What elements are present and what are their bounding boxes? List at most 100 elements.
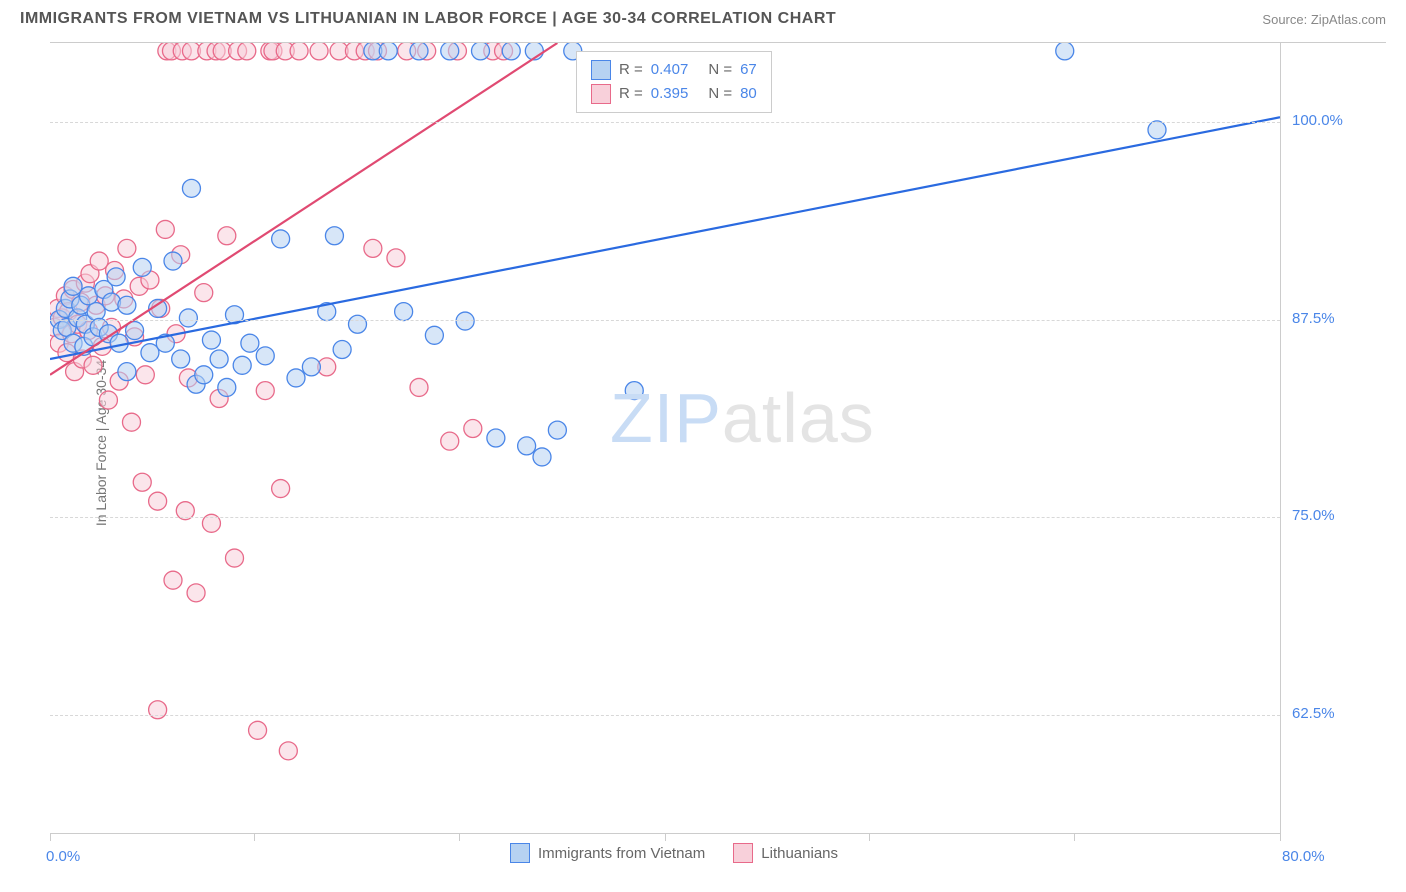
chart-area: In Labor Force | Age 30-34 ZIPatlas R =0…	[50, 42, 1386, 843]
x-tick	[1074, 833, 1075, 841]
scatter-point-lithuanian	[164, 571, 182, 589]
scatter-point-lithuanian	[238, 43, 256, 60]
scatter-point-lithuanian	[410, 378, 428, 396]
x-tick	[50, 833, 51, 841]
bottom-legend: Immigrants from Vietnam Lithuanians	[510, 843, 838, 863]
scatter-point-lithuanian	[279, 742, 297, 760]
scatter-point-vietnam	[410, 43, 428, 60]
legend-swatch	[510, 843, 530, 863]
x-tick	[665, 833, 666, 841]
scatter-point-vietnam	[625, 382, 643, 400]
scatter-point-vietnam	[210, 350, 228, 368]
x-axis-right-label: 80.0%	[1282, 848, 1325, 865]
scatter-point-vietnam	[533, 448, 551, 466]
n-label: N =	[708, 58, 732, 82]
x-tick	[1280, 833, 1281, 841]
legend-label: Lithuanians	[761, 845, 838, 862]
scatter-point-vietnam	[487, 429, 505, 447]
scatter-point-lithuanian	[187, 584, 205, 602]
y-tick-label: 100.0%	[1292, 112, 1343, 129]
stats-row: R = 0.407 N = 67	[591, 58, 757, 82]
scatter-point-vietnam	[472, 43, 490, 60]
legend-swatch	[733, 843, 753, 863]
scatter-point-lithuanian	[122, 413, 140, 431]
scatter-point-lithuanian	[387, 249, 405, 267]
legend-swatch	[591, 60, 611, 80]
scatter-point-lithuanian	[156, 220, 174, 238]
scatter-point-vietnam	[441, 43, 459, 60]
y-tick-label: 75.0%	[1292, 507, 1335, 524]
scatter-point-lithuanian	[256, 382, 274, 400]
trend-line-lithuanian	[50, 43, 557, 375]
chart-title: IMMIGRANTS FROM VIETNAM VS LITHUANIAN IN…	[20, 10, 836, 28]
scatter-point-vietnam	[379, 43, 397, 60]
scatter-point-vietnam	[287, 369, 305, 387]
x-tick	[869, 833, 870, 841]
scatter-point-lithuanian	[118, 239, 136, 257]
scatter-point-vietnam	[325, 227, 343, 245]
scatter-point-lithuanian	[136, 366, 154, 384]
scatter-point-lithuanian	[195, 284, 213, 302]
header-bar: IMMIGRANTS FROM VIETNAM VS LITHUANIAN IN…	[0, 0, 1406, 36]
scatter-point-vietnam	[118, 363, 136, 381]
r-value: 0.395	[651, 82, 689, 106]
scatter-point-vietnam	[302, 358, 320, 376]
stats-row: R = 0.395 N = 80	[591, 82, 757, 106]
scatter-point-vietnam	[107, 268, 125, 286]
scatter-point-vietnam	[1148, 121, 1166, 139]
source-credit: Source: ZipAtlas.com	[1262, 12, 1386, 27]
scatter-point-lithuanian	[290, 43, 308, 60]
y-tick-label: 62.5%	[1292, 705, 1335, 722]
stats-legend-box: R = 0.407 N = 67 R = 0.395 N = 80	[576, 51, 772, 113]
n-label: N =	[708, 82, 732, 106]
scatter-point-vietnam	[195, 366, 213, 384]
bottom-legend-item: Immigrants from Vietnam	[510, 843, 705, 863]
r-label: R =	[619, 58, 643, 82]
scatter-point-lithuanian	[84, 356, 102, 374]
scatter-point-vietnam	[518, 437, 536, 455]
scatter-point-vietnam	[548, 421, 566, 439]
source-label: Source:	[1262, 12, 1307, 27]
scatter-point-vietnam	[218, 378, 236, 396]
scatter-point-vietnam	[349, 315, 367, 333]
r-label: R =	[619, 82, 643, 106]
scatter-point-vietnam	[172, 350, 190, 368]
scatter-point-vietnam	[456, 312, 474, 330]
r-value: 0.407	[651, 58, 689, 82]
scatter-point-vietnam	[133, 258, 151, 276]
scatter-point-vietnam	[256, 347, 274, 365]
scatter-point-lithuanian	[226, 549, 244, 567]
scatter-point-lithuanian	[441, 432, 459, 450]
legend-label: Immigrants from Vietnam	[538, 845, 705, 862]
scatter-point-vietnam	[164, 252, 182, 270]
bottom-legend-items: Immigrants from Vietnam Lithuanians	[510, 843, 838, 863]
gridline	[50, 517, 1280, 518]
y-tick-label: 87.5%	[1292, 310, 1335, 327]
scatter-point-lithuanian	[310, 43, 328, 60]
scatter-point-lithuanian	[249, 721, 267, 739]
scatter-point-vietnam	[118, 296, 136, 314]
gridline	[50, 320, 1280, 321]
scatter-point-lithuanian	[272, 480, 290, 498]
scatter-point-vietnam	[241, 334, 259, 352]
scatter-point-lithuanian	[99, 391, 117, 409]
plot-region: ZIPatlas R =0.407N =67R =0.395N =80	[50, 43, 1281, 834]
stats-rows-container: R = 0.407 N = 67 R = 0.395 N = 80	[591, 58, 757, 106]
scatter-point-vietnam	[202, 331, 220, 349]
scatter-point-vietnam	[502, 43, 520, 60]
gridline	[50, 715, 1280, 716]
x-tick	[459, 833, 460, 841]
scatter-point-vietnam	[425, 326, 443, 344]
scatter-point-lithuanian	[464, 420, 482, 438]
scatter-point-vietnam	[395, 303, 413, 321]
bottom-legend-item: Lithuanians	[733, 843, 838, 863]
scatter-point-lithuanian	[149, 492, 167, 510]
scatter-point-vietnam	[233, 356, 251, 374]
scatter-point-vietnam	[182, 179, 200, 197]
n-value: 67	[740, 58, 757, 82]
scatter-point-vietnam	[1056, 43, 1074, 60]
n-value: 80	[740, 82, 757, 106]
legend-swatch	[591, 84, 611, 104]
scatter-point-vietnam	[333, 341, 351, 359]
scatter-point-vietnam	[179, 309, 197, 327]
